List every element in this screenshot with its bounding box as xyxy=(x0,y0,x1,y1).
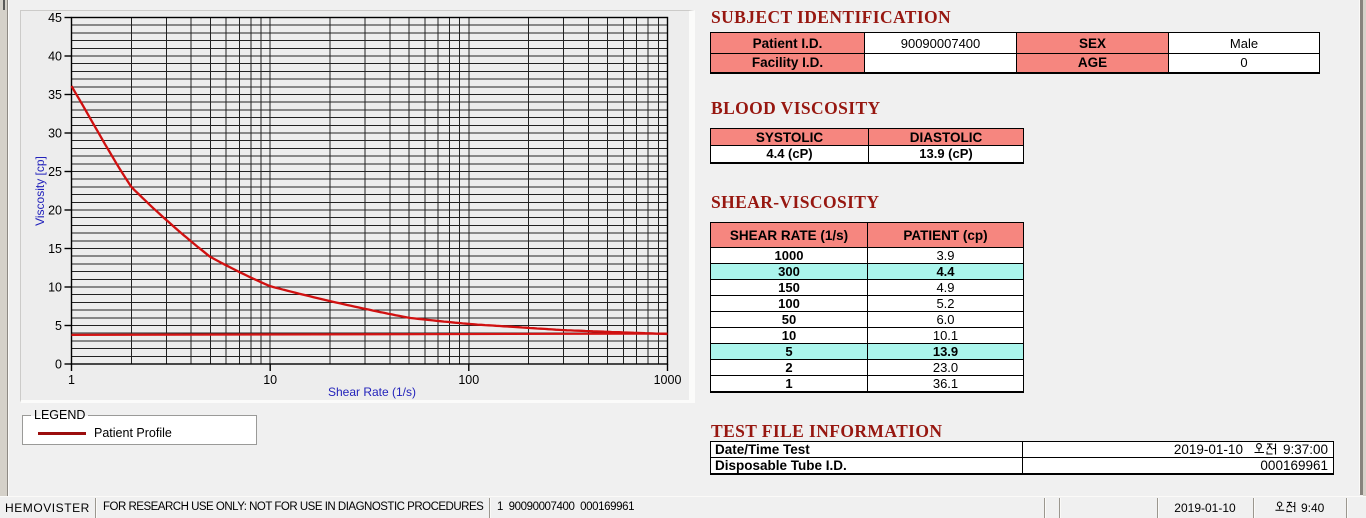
svg-text:10: 10 xyxy=(263,373,277,387)
svg-text:Viscosity [cp]: Viscosity [cp] xyxy=(33,156,47,226)
svg-text:20: 20 xyxy=(48,204,62,218)
svg-text:45: 45 xyxy=(48,11,62,25)
svg-text:1: 1 xyxy=(68,373,75,387)
svg-text:5: 5 xyxy=(55,319,62,333)
svg-text:100: 100 xyxy=(458,373,479,387)
svg-text:15: 15 xyxy=(48,242,62,256)
svg-text:10: 10 xyxy=(48,281,62,295)
svg-text:40: 40 xyxy=(48,50,62,64)
svg-text:Shear Rate (1/s): Shear Rate (1/s) xyxy=(328,385,416,399)
svg-text:25: 25 xyxy=(48,165,62,179)
svg-text:1000: 1000 xyxy=(654,373,682,387)
svg-text:35: 35 xyxy=(48,88,62,102)
svg-text:30: 30 xyxy=(48,127,62,141)
svg-text:0: 0 xyxy=(55,358,62,372)
